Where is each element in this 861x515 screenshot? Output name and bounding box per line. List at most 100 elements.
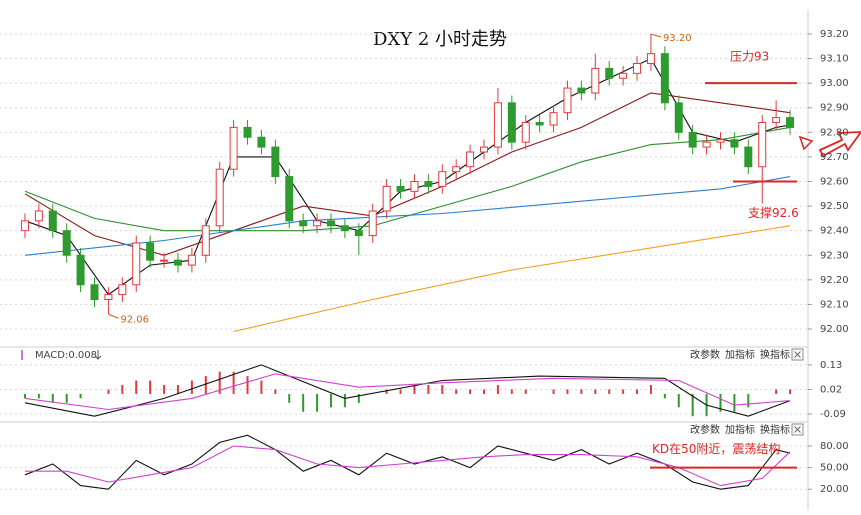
candle-body <box>480 146 489 153</box>
header-icon <box>94 350 102 360</box>
y-tick-label: 92.10 <box>820 299 849 310</box>
macd-bar <box>580 389 583 394</box>
candle-body <box>786 117 795 128</box>
macd-bar <box>622 389 625 394</box>
y-tick-label: 0.13 <box>820 360 842 371</box>
candle-body <box>633 62 642 74</box>
macd-bar <box>496 385 499 394</box>
macd-bar <box>232 371 235 394</box>
macd-bar <box>246 376 249 394</box>
candle-body <box>340 225 349 232</box>
candle-body <box>674 102 683 133</box>
candle-body <box>410 181 419 192</box>
candle-body <box>243 126 252 138</box>
toolbar-button[interactable]: 改参数 <box>690 348 720 361</box>
toolbar-button[interactable]: 换指标 <box>760 348 790 361</box>
macd-bar <box>260 380 263 394</box>
annotation-label: 压力93 <box>730 50 769 64</box>
macd-bar <box>218 371 221 394</box>
candle-body <box>257 136 266 148</box>
macd-bar <box>302 393 305 412</box>
candle-body <box>577 87 586 94</box>
candle-body <box>132 242 141 286</box>
macd-bar <box>441 385 444 394</box>
macd-bar <box>455 389 458 394</box>
y-tick-label: 20.00 <box>820 484 849 495</box>
macd-bar <box>483 389 486 394</box>
candle-body <box>160 259 169 262</box>
macd-bar <box>329 393 332 408</box>
candle-body <box>507 102 516 143</box>
toolbar-button[interactable]: 换指标 <box>760 423 790 436</box>
candle-body <box>76 254 85 286</box>
annotation-label: 93.20 <box>663 33 692 44</box>
macd-bar <box>121 385 124 394</box>
candle-body <box>605 67 614 79</box>
macd-bar <box>163 385 166 394</box>
candle-body <box>702 141 711 148</box>
macd-bar <box>399 389 402 394</box>
candle-body <box>493 102 502 148</box>
y-tick-label: 92.00 <box>820 324 849 335</box>
candle-body <box>20 220 29 232</box>
y-tick-label: 93.00 <box>820 78 849 89</box>
macd-bar <box>65 393 68 403</box>
candle-body <box>424 181 433 187</box>
candle-body <box>744 146 753 168</box>
close-button[interactable] <box>791 348 804 361</box>
macd-bar <box>469 389 472 394</box>
macd-bar <box>107 389 110 394</box>
candle-body <box>466 151 475 168</box>
y-tick-label: 80.00 <box>820 441 849 452</box>
macd-bar <box>775 389 778 394</box>
candle-body <box>62 230 71 256</box>
candle-body <box>452 166 461 173</box>
toolbar-button[interactable]: 改参数 <box>690 423 720 436</box>
y-tick-label: -0.09 <box>820 409 846 420</box>
candle-body <box>716 139 725 143</box>
macd-bar <box>510 389 513 394</box>
y-tick-label: 92.50 <box>820 201 849 212</box>
macd-bar <box>176 385 179 394</box>
macd-bar <box>594 389 597 394</box>
line <box>233 225 791 333</box>
macd-bar <box>357 393 360 403</box>
toolbar-button[interactable]: 加指标 <box>725 348 755 361</box>
candle-body <box>34 210 43 222</box>
line <box>24 364 791 417</box>
candle-body <box>271 146 280 178</box>
macd-title: MACD:0.008 <box>35 350 97 361</box>
macd-bar <box>636 389 639 394</box>
candle-body <box>326 220 335 227</box>
macd-bar <box>135 380 138 394</box>
candle-body <box>660 53 669 104</box>
toolbar-button[interactable]: 加指标 <box>725 423 755 436</box>
y-tick-label: 92.30 <box>820 250 849 261</box>
candle-body <box>688 131 697 148</box>
candle-body <box>201 225 210 256</box>
candle-body <box>354 230 363 237</box>
macd-bar <box>413 385 416 394</box>
candle-body <box>772 117 781 123</box>
y-tick-label: 0.02 <box>820 384 842 395</box>
candle-body <box>758 121 767 168</box>
candle-body <box>438 171 447 187</box>
candle-body <box>646 53 655 64</box>
macd-bar <box>343 393 346 408</box>
y-tick-label: 93.10 <box>820 54 849 65</box>
macd-bar <box>204 376 207 394</box>
annotation-label: 支撑92.6 <box>748 205 799 220</box>
y-tick-label: 92.60 <box>820 177 849 188</box>
macd-bar <box>608 389 611 394</box>
candle-body <box>299 220 308 227</box>
close-button[interactable] <box>791 423 804 436</box>
candle-body <box>591 67 600 94</box>
y-tick-label: 92.80 <box>820 127 849 138</box>
candle-body <box>118 284 127 296</box>
macd-bar <box>566 389 569 394</box>
y-tick-label: 92.40 <box>820 226 849 237</box>
chart-title: DXY 2 小时走势 <box>373 29 507 50</box>
macd-bar <box>149 380 152 394</box>
candle-body <box>396 185 405 192</box>
